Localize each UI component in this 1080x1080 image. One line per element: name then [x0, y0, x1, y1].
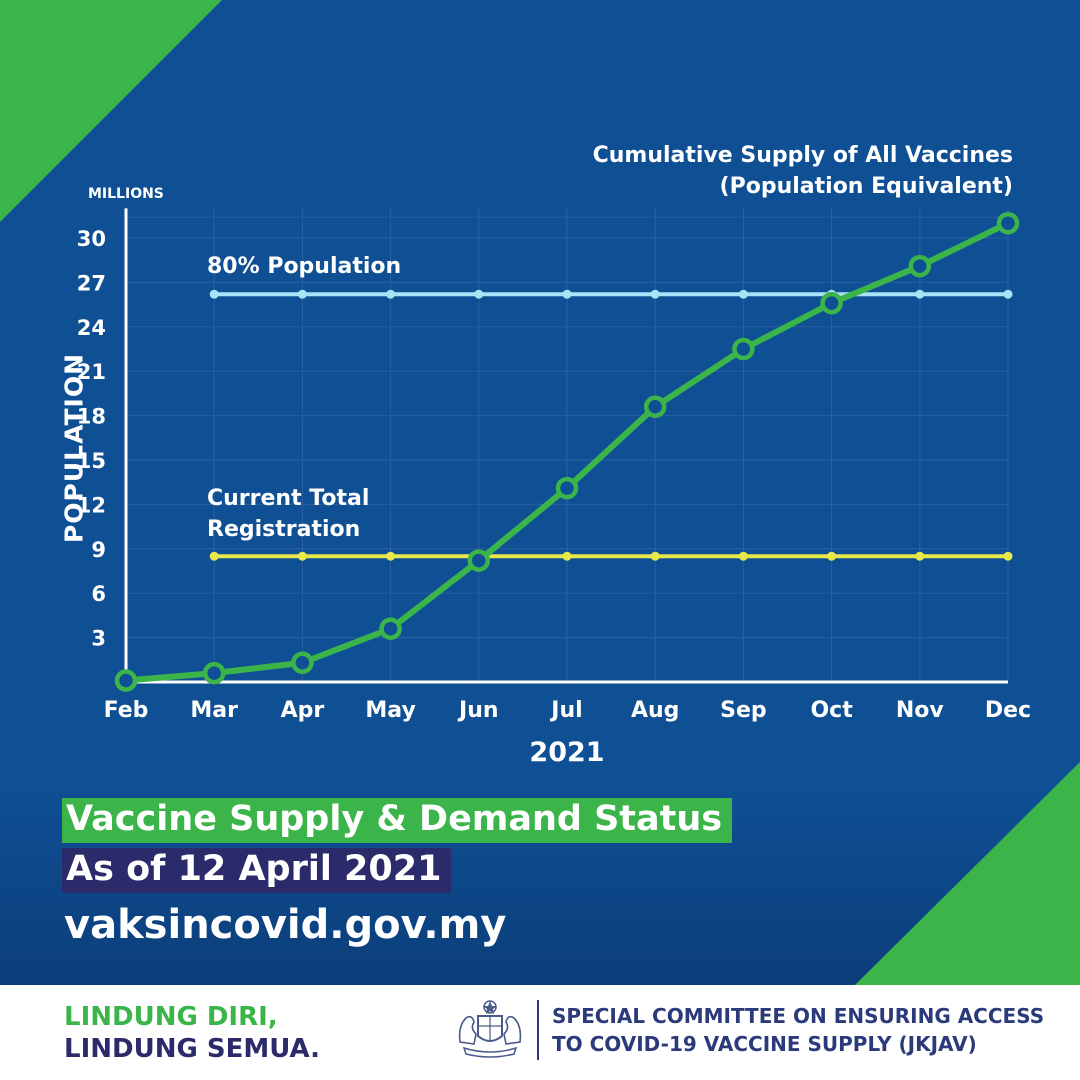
supply-data-point	[820, 291, 843, 315]
slogan-line-1: LINDUNG DIRI,	[64, 1002, 278, 1032]
y-tick-label: 27	[77, 271, 106, 295]
slogan-line-2: LINDUNG SEMUA.	[64, 1034, 321, 1064]
registration-data-point	[650, 551, 660, 561]
y-tick-label: 24	[77, 316, 106, 340]
website-link[interactable]: vaksincovid.gov.my	[64, 902, 507, 948]
supply-data-point	[555, 476, 579, 500]
population-80-data-point	[386, 289, 396, 299]
population-80-data-point	[738, 289, 748, 299]
registration-data-point	[1003, 551, 1013, 561]
footer-bar	[0, 985, 1080, 1080]
supply-data-point	[467, 549, 491, 572]
x-tick-label: Feb	[104, 698, 149, 723]
y-tick-label: 18	[77, 405, 106, 429]
supply-data-point	[379, 617, 402, 640]
coat-of-arms-icon	[458, 1000, 522, 1058]
y-tick-label: 3	[91, 627, 106, 651]
y-tick-label: 30	[77, 227, 106, 251]
registration-series-label: Registration	[207, 517, 360, 542]
y-tick-label: 12	[77, 493, 106, 517]
supply-series-label: (Population Equivalent)	[720, 174, 1013, 199]
footer-divider	[537, 1000, 539, 1060]
population-80-data-point	[915, 289, 925, 299]
supply-data-point	[291, 651, 314, 675]
supply-data-point	[732, 337, 755, 361]
y-tick-label: 6	[91, 582, 106, 606]
y-axis-title: POPULATION	[59, 352, 89, 544]
registration-data-point	[209, 551, 219, 561]
corner-triangle-bottom-right	[855, 762, 1080, 985]
y-tick-label: 9	[91, 538, 106, 562]
x-tick-label: May	[365, 698, 415, 723]
x-tick-label: Jul	[549, 698, 582, 723]
population-80-data-point	[474, 289, 484, 299]
supply-data-point	[202, 661, 226, 685]
x-tick-label: Mar	[190, 698, 238, 723]
population-80-data-point	[209, 289, 219, 299]
y-tick-label: 15	[77, 449, 106, 473]
poster-title-banner: Vaccine Supply & Demand Status	[62, 798, 733, 843]
y-tick-label: 21	[77, 360, 106, 384]
registration-data-point	[297, 551, 307, 561]
population-80-data-point	[562, 289, 572, 299]
x-tick-label: Oct	[810, 698, 853, 723]
registration-data-point	[562, 551, 572, 561]
x-tick-label: Jun	[457, 698, 499, 723]
supply-series-label: Cumulative Supply of All Vaccines	[593, 143, 1013, 168]
x-axis-title: 2021	[529, 737, 604, 768]
registration-data-point	[915, 551, 925, 561]
corner-triangle-top-left	[0, 0, 222, 222]
registration-data-point	[827, 551, 837, 561]
population-80-series-label: 80% Population	[207, 254, 401, 279]
registration-data-point	[386, 551, 396, 561]
supply-data-point	[114, 669, 138, 692]
x-tick-label: Dec	[985, 698, 1031, 723]
poster-background: 3 6 9 12 15 18 21 24 27 30 Feb Mar Apr May Jun Jul Aug Se…	[0, 0, 1080, 985]
population-80-data-point	[1003, 289, 1013, 299]
supply-data-point	[996, 211, 1020, 235]
population-80-data-point	[650, 289, 660, 299]
supply-data-point	[908, 254, 932, 278]
supply-data-point	[643, 395, 667, 418]
y-axis-units-label: MILLIONS	[88, 186, 164, 202]
x-tick-label: Sep	[720, 698, 767, 723]
population-80-data-point	[297, 289, 307, 299]
committee-line-2: TO COVID-19 VACCINE SUPPLY (JKJAV)	[552, 1032, 977, 1056]
registration-data-point	[738, 551, 748, 561]
x-tick-label: Apr	[281, 698, 325, 723]
supply-demand-chart: 3 6 9 12 15 18 21 24 27 30 Feb Mar Apr May Jun Jul Aug Se…	[0, 0, 1080, 985]
x-tick-label: Nov	[896, 698, 945, 723]
x-tick-label: Aug	[631, 698, 679, 723]
poster-date-banner: As of 12 April 2021	[62, 848, 452, 893]
committee-line-1: SPECIAL COMMITTEE ON ENSURING ACCESS	[552, 1004, 1045, 1028]
registration-series-label: Current Total	[207, 486, 369, 511]
